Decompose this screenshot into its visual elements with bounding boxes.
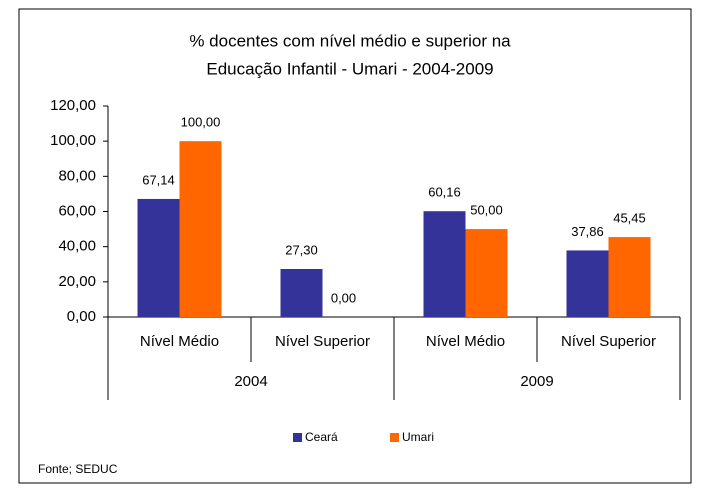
y-tick-label: 100,00 bbox=[50, 132, 96, 149]
bar bbox=[566, 250, 609, 317]
y-tick-label: 80,00 bbox=[58, 167, 96, 184]
value-label: 50,00 bbox=[470, 203, 503, 218]
legend-swatch bbox=[293, 433, 302, 442]
bar bbox=[137, 198, 180, 317]
y-tick-label: 120,00 bbox=[50, 97, 96, 114]
bar bbox=[423, 211, 466, 317]
value-label: 45,45 bbox=[613, 211, 646, 226]
bar bbox=[280, 268, 323, 317]
x-tick-label: Nível Médio bbox=[426, 333, 505, 350]
value-label: 100,00 bbox=[181, 115, 221, 130]
legend-label: Umari bbox=[402, 430, 434, 444]
y-tick-label: 20,00 bbox=[58, 273, 96, 290]
group-label: 2009 bbox=[520, 373, 553, 390]
bar bbox=[465, 229, 508, 317]
value-label: 27,30 bbox=[285, 242, 318, 257]
legend-label: Ceará bbox=[305, 430, 338, 444]
y-tick-label: 60,00 bbox=[58, 202, 96, 219]
value-label: 67,14 bbox=[142, 172, 175, 187]
bar bbox=[179, 141, 222, 317]
group-label: 2004 bbox=[234, 373, 267, 390]
x-tick-label: Nível Médio bbox=[140, 333, 219, 350]
x-tick-label: Nível Superior bbox=[561, 333, 656, 350]
chart-title: % docentes com nível médio e superior na bbox=[189, 31, 511, 50]
y-tick-label: 0,00 bbox=[67, 308, 96, 325]
value-label: 37,86 bbox=[571, 224, 604, 239]
bar bbox=[608, 237, 651, 317]
value-label: 0,00 bbox=[331, 290, 356, 305]
chart-border bbox=[18, 8, 692, 484]
legend-swatch bbox=[390, 433, 399, 442]
chart-title: Educação Infantil - Umari - 2004-2009 bbox=[206, 59, 493, 78]
x-tick-label: Nível Superior bbox=[275, 333, 370, 350]
y-tick-label: 40,00 bbox=[58, 238, 96, 255]
source-note: Fonte; SEDUC bbox=[38, 462, 118, 476]
value-label: 60,16 bbox=[428, 185, 461, 200]
